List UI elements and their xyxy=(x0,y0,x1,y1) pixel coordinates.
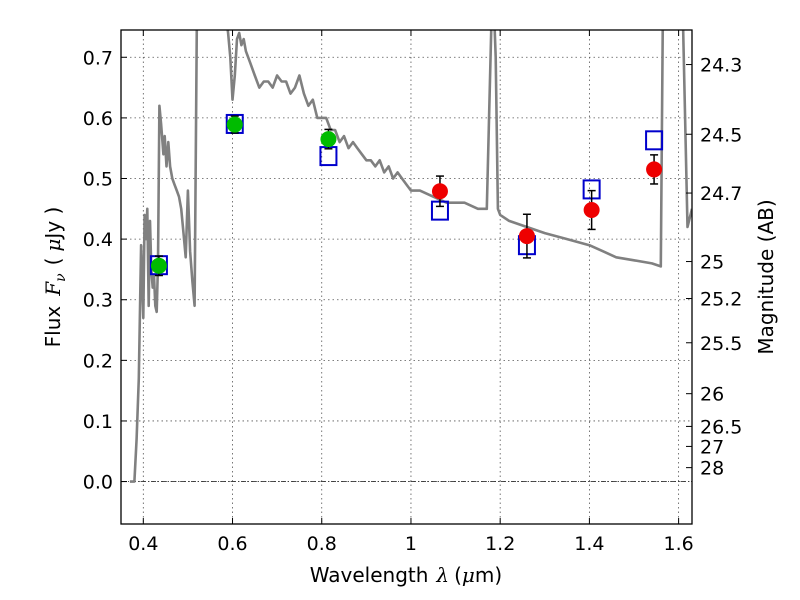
magnitude-tick-label: 27 xyxy=(700,436,724,458)
y-tick-label: 0.2 xyxy=(83,350,113,372)
data-markers xyxy=(149,113,664,277)
y-tick-label: 0.5 xyxy=(83,169,113,191)
nir-observed-point xyxy=(518,228,535,245)
y-tick-label: 0.4 xyxy=(83,229,113,251)
x-tick-label: 0.4 xyxy=(128,533,158,555)
nir-observed-point xyxy=(431,183,448,200)
x-tick-label: 1 xyxy=(405,533,417,555)
y-axis-ticks: 0.0 0.1 0.2 0.3 0.4 0.5 0.6 0.7 xyxy=(83,47,127,494)
magnitude-tick-label: 26 xyxy=(700,384,724,406)
x-axis-label-symbol: λ xyxy=(435,563,449,587)
magnitude-tick-label: 24.3 xyxy=(700,55,742,77)
y-tick-label: 0.6 xyxy=(83,108,113,130)
grid-lines xyxy=(121,30,692,524)
y-axis-label-mu: μ xyxy=(41,239,65,252)
magnitude-axis-label: Magnitude (AB) xyxy=(754,199,778,354)
magnitude-tick-label: 26.5 xyxy=(700,416,742,438)
optical-observed-point xyxy=(320,131,337,148)
x-tick-label: 0.6 xyxy=(217,533,247,555)
x-tick-label: 1.4 xyxy=(574,533,604,555)
y-axis-label-open: ( xyxy=(41,258,65,266)
optical-observed-point xyxy=(226,116,243,133)
y-axis-label-subscript: ν xyxy=(53,273,69,282)
magnitude-tick-label: 28 xyxy=(700,458,724,480)
x-tick-label: 1.6 xyxy=(664,533,694,555)
model-sed-line xyxy=(129,30,692,483)
y-tick-label: 0.3 xyxy=(83,290,113,312)
x-tick-label: 1.2 xyxy=(485,533,515,555)
x-axis-label-prefix: Wavelength xyxy=(310,563,429,587)
x-axis-label-mu: μ xyxy=(462,563,475,587)
optical-observed-point xyxy=(150,257,167,274)
y-axis-label-unit: Jy ) xyxy=(41,207,65,241)
y-axis-label-symbol: F xyxy=(41,281,65,297)
x-axis-label: Wavelength λ (μm) xyxy=(310,563,502,587)
magnitude-tick-label: 24.7 xyxy=(700,183,742,205)
plot-background xyxy=(121,30,692,524)
x-axis-label-unit: m) xyxy=(475,563,502,587)
magnitude-tick-label: 25.2 xyxy=(700,289,742,311)
model-band-marker xyxy=(645,130,664,151)
plot-frame xyxy=(120,29,693,525)
magnitude-tick-label: 25.5 xyxy=(700,333,742,355)
y-axis-label: Flux Fν ( μJy ) xyxy=(41,207,69,348)
y-axis-label-prefix: Flux xyxy=(41,306,65,348)
x-axis-ticks: 0.4 0.6 0.8 1 1.2 1.4 1.6 xyxy=(128,30,694,555)
y-tick-label: 0.1 xyxy=(83,411,113,433)
magnitude-tick-label: 24.5 xyxy=(700,124,742,146)
nir-observed-point xyxy=(583,202,600,219)
nir-observed-point xyxy=(646,161,663,178)
magnitude-tick-label: 25 xyxy=(700,252,724,274)
y-tick-label: 0.0 xyxy=(83,472,113,494)
x-tick-label: 0.8 xyxy=(307,533,337,555)
y-tick-label: 0.7 xyxy=(83,47,113,69)
x-axis-label-open: ( xyxy=(454,563,462,587)
